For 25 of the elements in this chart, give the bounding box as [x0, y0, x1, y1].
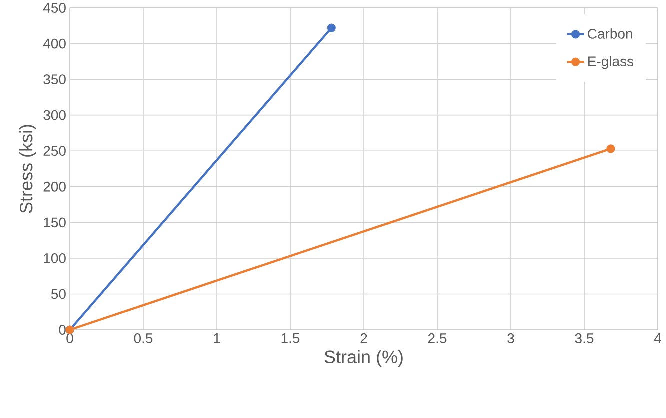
y-tick-label: 150: [44, 218, 66, 228]
y-tick-label: 250: [44, 146, 66, 156]
x-axis-title: Strain (%): [324, 350, 403, 368]
x-tick-label: 1.5: [282, 334, 300, 344]
x-tick-label: 4: [654, 334, 662, 344]
y-tick-label: 0: [59, 325, 66, 335]
legend-label: Carbon: [588, 28, 632, 39]
y-tick-label: 350: [44, 74, 66, 85]
x-tick-label: 0: [66, 334, 74, 344]
point: [606, 144, 616, 154]
y-tick-label: 200: [44, 182, 66, 192]
y-axis-title: Stress (ksi): [20, 125, 36, 214]
y-tick-label: 300: [44, 110, 66, 120]
y-tick-label: 50: [51, 289, 66, 300]
y-tick-label: 100: [44, 253, 66, 264]
x-tick-label: 3: [508, 334, 514, 344]
x-tick-label: 1: [214, 334, 220, 344]
y-tick-label: 400: [43, 38, 66, 49]
x-tick-label: 2.5: [428, 334, 447, 344]
x-tick-label: 0.5: [134, 334, 153, 344]
x-tick-label: 3.5: [575, 334, 594, 344]
x-tick-label: 2: [360, 334, 368, 344]
legend-label: E-glass: [588, 56, 634, 70]
point: [327, 24, 336, 32]
y-tick-label: 450: [43, 3, 66, 13]
